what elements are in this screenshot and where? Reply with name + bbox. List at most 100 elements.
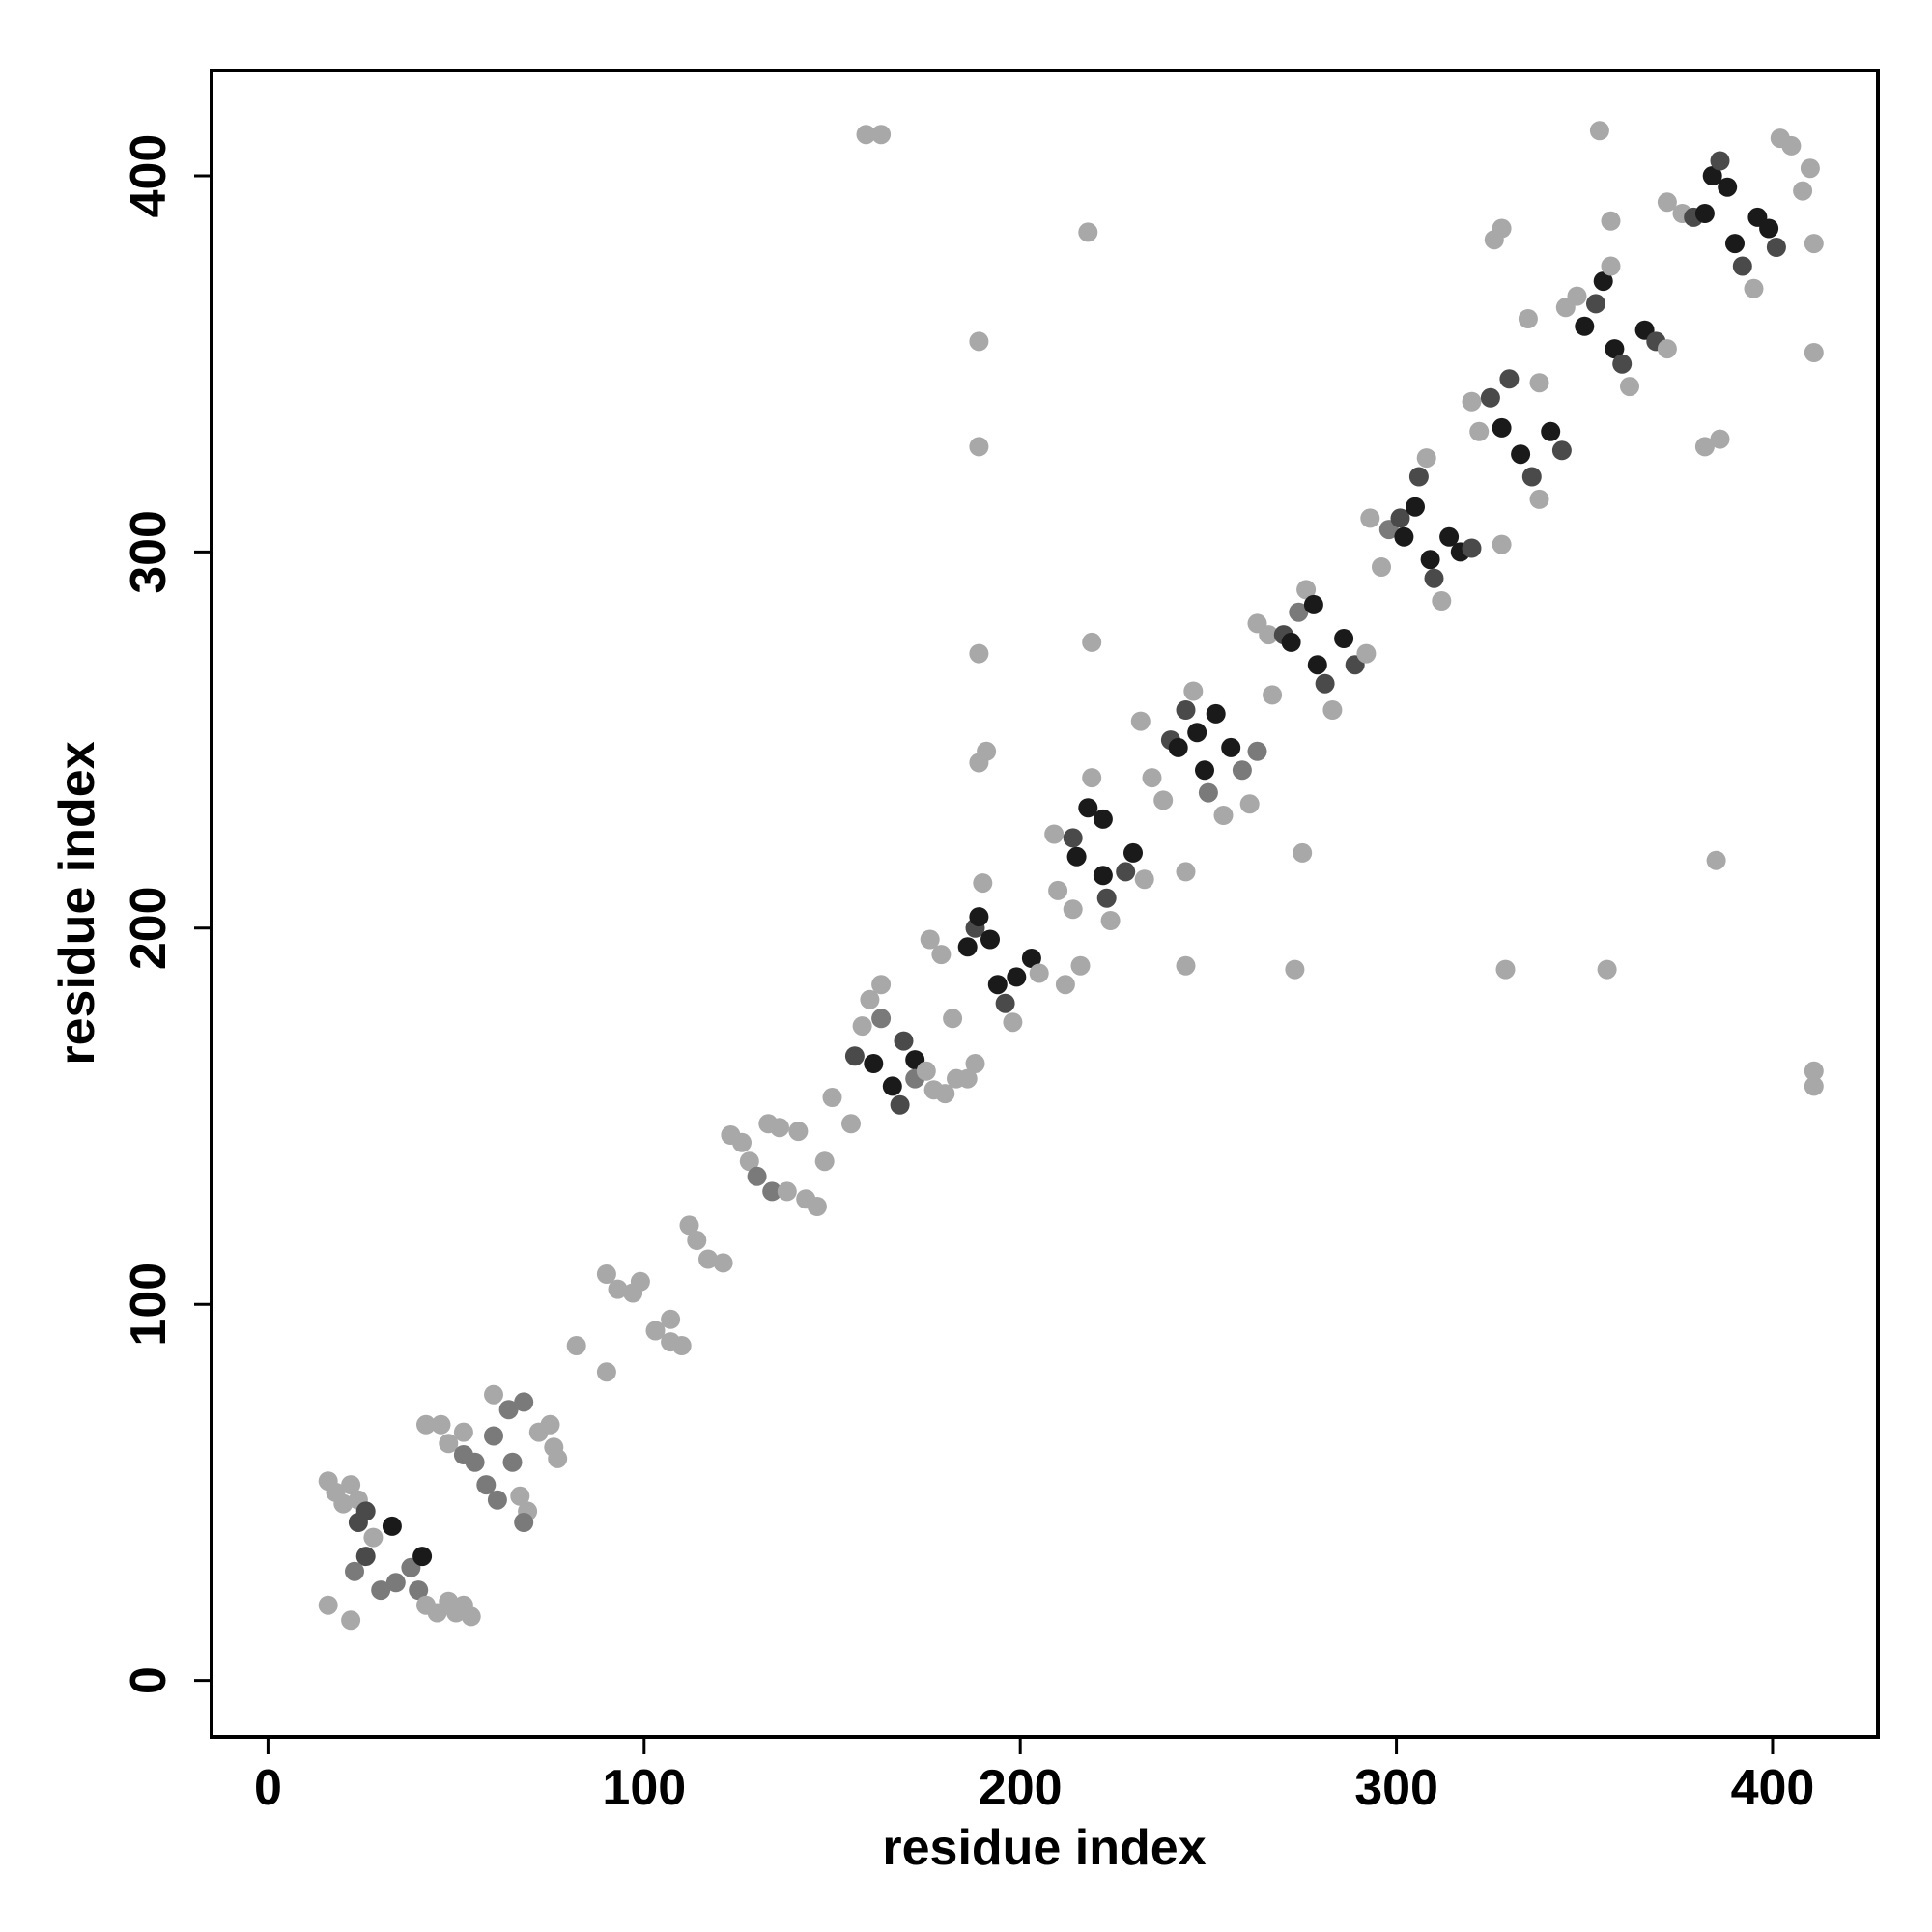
data-point — [931, 945, 952, 965]
data-point — [822, 1088, 842, 1107]
data-point — [439, 1434, 459, 1454]
data-point — [1589, 121, 1609, 141]
data-point — [1551, 440, 1572, 461]
data-point — [1183, 681, 1204, 701]
data-point — [1082, 768, 1102, 788]
data-point — [1710, 429, 1730, 449]
data-point — [1307, 655, 1327, 675]
data-point — [1462, 538, 1482, 558]
data-point — [1759, 218, 1779, 239]
data-point — [1070, 955, 1091, 976]
data-point — [1710, 151, 1730, 171]
data-point — [844, 1046, 865, 1066]
y-tick-label: 100 — [121, 1263, 177, 1347]
data-point — [1694, 204, 1715, 223]
y-axis-title: residue index — [49, 741, 105, 1065]
data-point — [777, 1181, 797, 1202]
data-point — [596, 1264, 616, 1284]
data-point — [1694, 437, 1715, 457]
data-point — [1044, 824, 1065, 844]
data-point — [371, 1580, 391, 1601]
data-point — [1597, 959, 1617, 980]
data-point — [363, 1527, 384, 1548]
data-point — [860, 989, 880, 1009]
x-tick-label: 100 — [602, 1760, 686, 1816]
data-point — [762, 1181, 782, 1202]
data-point — [1541, 421, 1561, 441]
data-point — [980, 929, 1000, 950]
data-point — [1093, 866, 1113, 886]
data-point — [882, 1076, 902, 1096]
y-tick-label: 200 — [121, 886, 177, 970]
data-point — [465, 1452, 485, 1472]
data-point — [1567, 286, 1587, 306]
data-point — [1078, 222, 1098, 242]
data-point — [1492, 534, 1512, 554]
data-point — [1093, 809, 1113, 829]
data-point — [977, 741, 997, 761]
data-point — [1601, 256, 1621, 276]
data-point — [957, 1068, 978, 1089]
data-point — [409, 1580, 429, 1601]
x-tick-label: 400 — [1731, 1760, 1815, 1816]
data-point — [1706, 850, 1726, 870]
data-point — [890, 1094, 910, 1115]
data-point — [1804, 343, 1824, 362]
data-point — [920, 929, 940, 950]
data-point — [1432, 591, 1452, 611]
data-point — [1281, 632, 1301, 652]
data-point — [1176, 700, 1196, 720]
data-point — [341, 1610, 361, 1631]
data-point — [1063, 899, 1083, 920]
data-point — [1153, 790, 1174, 810]
data-point — [461, 1606, 481, 1627]
data-point — [484, 1384, 503, 1405]
data-point — [348, 1513, 368, 1532]
data-point — [770, 1118, 789, 1138]
data-point — [1082, 632, 1102, 652]
data-point — [1469, 421, 1490, 441]
data-point — [1187, 723, 1208, 743]
data-point — [1285, 959, 1305, 980]
data-point — [1168, 737, 1188, 757]
data-point — [1293, 842, 1313, 863]
data-point — [894, 1031, 914, 1051]
data-point — [1408, 467, 1429, 487]
data-point — [1480, 387, 1500, 408]
data-point — [1078, 798, 1098, 818]
data-point — [1804, 1061, 1824, 1081]
data-point — [1725, 234, 1745, 254]
data-point — [1096, 888, 1117, 908]
data-point — [1586, 294, 1605, 314]
data-point — [1259, 625, 1279, 645]
data-point — [385, 1573, 406, 1593]
data-point — [1593, 271, 1613, 292]
data-point — [661, 1309, 681, 1329]
data-point — [1406, 497, 1425, 517]
data-point — [1360, 508, 1380, 528]
data-point — [1605, 339, 1625, 359]
data-point — [1021, 949, 1041, 968]
data-point — [747, 1166, 767, 1186]
data-point — [484, 1426, 503, 1446]
data-point — [1239, 794, 1260, 814]
data-point — [1781, 135, 1802, 156]
data-point — [416, 1414, 436, 1435]
data-point — [510, 1486, 530, 1506]
data-point — [1055, 975, 1075, 995]
data-point — [1521, 467, 1542, 487]
data-point — [732, 1132, 752, 1152]
data-point — [1315, 673, 1335, 694]
y-tick-label: 0 — [121, 1666, 177, 1694]
x-axis-title: residue index — [882, 1820, 1206, 1876]
data-point — [453, 1422, 473, 1442]
data-point — [318, 1595, 338, 1615]
data-point — [1232, 760, 1252, 781]
data-point — [871, 1009, 892, 1029]
data-point — [987, 975, 1008, 995]
y-tick-label: 400 — [121, 134, 177, 218]
data-point — [1492, 417, 1512, 438]
data-point — [1003, 1012, 1023, 1033]
x-tick-label: 200 — [979, 1760, 1063, 1816]
